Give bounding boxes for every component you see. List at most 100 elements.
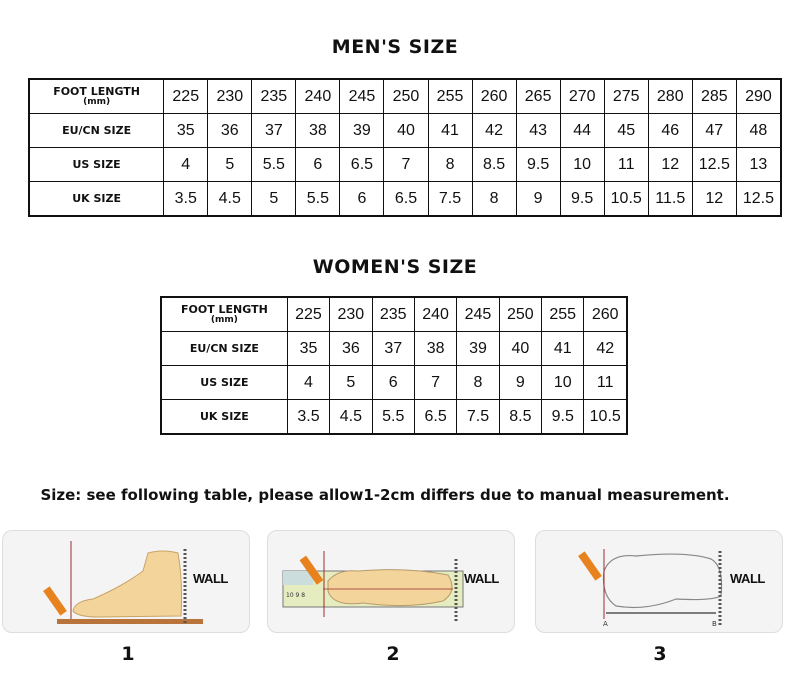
- size-cell: 270: [559, 78, 605, 114]
- point-b-label: B: [712, 620, 717, 628]
- size-cell: 290: [735, 78, 782, 114]
- wall-label: WALL: [730, 571, 765, 586]
- size-cell: 6: [339, 181, 385, 217]
- table-row: EU/CN SIZE 35 36 37 38 39 40 41 42 43 44 45 46 47 48: [28, 113, 782, 148]
- size-cell: 7.5: [456, 399, 500, 435]
- size-cell: 11: [583, 365, 628, 400]
- foot-outline-icon: A B: [578, 549, 723, 628]
- size-cell: 42: [583, 331, 628, 366]
- wall-label: WALL: [464, 571, 499, 586]
- ruler-marks: 10 9 8: [286, 592, 305, 599]
- size-cell: 39: [339, 113, 385, 148]
- size-cell: 11.5: [647, 181, 693, 217]
- size-cell: 5.5: [371, 399, 415, 435]
- size-cell: 9.5: [559, 181, 605, 217]
- size-cell: 240: [295, 78, 341, 114]
- size-cell: 11: [603, 147, 649, 182]
- size-cell: 42: [471, 113, 517, 148]
- row-label: UK SIZE: [160, 399, 288, 435]
- table-row: FOOT LENGTH (mm) 225 230 235 240 245 250 255 260: [160, 296, 628, 332]
- size-cell: 39: [456, 331, 500, 366]
- size-cell: 41: [427, 113, 473, 148]
- size-cell: 38: [413, 331, 458, 366]
- size-cell: 250: [383, 78, 429, 114]
- size-cell: 13: [735, 147, 782, 182]
- size-cell: 4: [286, 365, 331, 400]
- size-cell: 6.5: [413, 399, 458, 435]
- size-cell: 36: [329, 331, 373, 366]
- size-cell: 260: [583, 296, 628, 332]
- size-cell: 37: [251, 113, 297, 148]
- size-cell: 235: [371, 296, 415, 332]
- row-label-text: FOOT LENGTH: [180, 302, 268, 316]
- size-cell: 8: [427, 147, 473, 182]
- row-label-text: UK SIZE: [72, 191, 121, 205]
- size-cell: 12.5: [735, 181, 782, 217]
- size-cell: 4: [163, 147, 209, 182]
- row-label: US SIZE: [28, 147, 165, 182]
- size-cell: 230: [207, 78, 253, 114]
- size-cell: 10.5: [583, 399, 628, 435]
- size-cell: 43: [515, 113, 561, 148]
- row-label-text: US SIZE: [200, 375, 249, 389]
- size-cell: 35: [286, 331, 331, 366]
- size-cell: 6: [295, 147, 341, 182]
- row-label-text: FOOT LENGTH: [53, 84, 141, 98]
- mens-size-table: FOOT LENGTH (mm) 225 230 235 240 245 250 255 260 2…: [28, 78, 782, 217]
- table-row: EU/CN SIZE 35 36 37 38 39 40 41 42: [160, 331, 628, 366]
- wall-label: WALL: [193, 571, 228, 586]
- row-label-text: EU/CN SIZE: [62, 123, 132, 137]
- size-cell: 3.5: [286, 399, 331, 435]
- row-label: EU/CN SIZE: [160, 331, 288, 366]
- size-cell: 8.5: [498, 399, 543, 435]
- size-cell: 5: [207, 147, 253, 182]
- size-cell: 4.5: [207, 181, 253, 217]
- size-cell: 5.5: [251, 147, 297, 182]
- size-cell: 7: [383, 147, 429, 182]
- size-cell: 46: [647, 113, 693, 148]
- table-row: UK SIZE 3.5 4.5 5.5 6.5 7.5 8.5 9.5 10.5: [160, 399, 628, 435]
- womens-size-title: WOMEN'S SIZE: [312, 256, 478, 278]
- row-label: FOOT LENGTH (mm): [28, 78, 165, 114]
- row-label: EU/CN SIZE: [28, 113, 165, 148]
- step-number: 1: [121, 643, 135, 665]
- size-cell: 265: [515, 78, 561, 114]
- size-cell: 5.5: [295, 181, 341, 217]
- size-cell: 235: [251, 78, 297, 114]
- size-cell: 10: [541, 365, 585, 400]
- size-cell: 8: [471, 181, 517, 217]
- size-cell: 7.5: [427, 181, 473, 217]
- size-cell: 250: [498, 296, 543, 332]
- size-cell: 245: [339, 78, 385, 114]
- step-1-illustration: WALL: [2, 530, 250, 633]
- size-cell: 230: [329, 296, 373, 332]
- mens-size-title: MEN'S SIZE: [331, 36, 459, 58]
- size-cell: 285: [691, 78, 737, 114]
- size-cell: 280: [647, 78, 693, 114]
- row-sublabel: (mm): [83, 96, 111, 107]
- table-row: UK SIZE 3.5 4.5 5 5.5 6 6.5 7.5 8 9 9.5 10.5 11.5 12 1…: [28, 181, 782, 217]
- row-sublabel: (mm): [210, 314, 238, 325]
- step-number: 3: [653, 643, 667, 665]
- size-cell: 10.5: [603, 181, 649, 217]
- measurement-note: Size: see following table, please allow1…: [40, 486, 730, 504]
- size-cell: 37: [371, 331, 415, 366]
- size-cell: 225: [163, 78, 209, 114]
- size-cell: 41: [541, 331, 585, 366]
- size-cell: 255: [541, 296, 585, 332]
- size-cell: 3.5: [163, 181, 209, 217]
- size-cell: 7: [413, 365, 458, 400]
- size-cell: 9.5: [541, 399, 585, 435]
- size-cell: 275: [603, 78, 649, 114]
- size-cell: 5: [251, 181, 297, 217]
- row-label: US SIZE: [160, 365, 288, 400]
- step-2-illustration: 10 9 8 WALL: [267, 530, 515, 633]
- size-cell: 12: [647, 147, 693, 182]
- row-label: UK SIZE: [28, 181, 165, 217]
- size-cell: 245: [456, 296, 500, 332]
- step-3-illustration: A B WALL: [535, 530, 783, 633]
- size-cell: 260: [471, 78, 517, 114]
- row-label-text: EU/CN SIZE: [189, 341, 259, 355]
- size-cell: 40: [383, 113, 429, 148]
- size-cell: 8: [456, 365, 500, 400]
